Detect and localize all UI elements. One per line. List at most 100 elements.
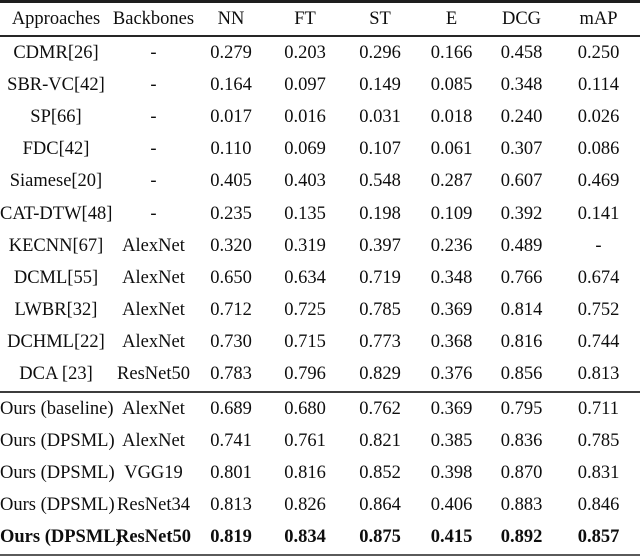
metric-nn-cell: 0.689 <box>210 398 252 419</box>
table-row: Ours (DPSML) VGG19 0.801 0.816 0.852 0.398 0.8… <box>0 457 640 489</box>
metric-ft-cell: 0.319 <box>284 235 326 256</box>
metric-ft-cell: 0.069 <box>284 139 326 160</box>
metric-st-cell: 0.149 <box>359 74 401 95</box>
column-header-map: mAP <box>579 8 618 29</box>
metric-st-cell: 0.296 <box>359 42 401 63</box>
metric-st-cell: 0.864 <box>359 495 401 516</box>
approach-cell: Ours (DPSML) <box>0 527 122 548</box>
metric-st-cell: 0.829 <box>359 364 401 385</box>
metric-nn-cell: 0.813 <box>210 495 252 516</box>
metric-dcg-cell: 0.489 <box>500 235 543 256</box>
metric-st-cell: 0.198 <box>359 203 401 224</box>
approach-cell: DCML[55] <box>13 267 99 288</box>
metric-dcg-cell: 0.856 <box>500 364 543 385</box>
metric-e-cell: 0.398 <box>430 463 473 484</box>
metric-e-cell: 0.369 <box>430 300 473 321</box>
metric-e-cell: 0.166 <box>430 42 473 63</box>
metric-dcg-cell: 0.307 <box>500 139 543 160</box>
metric-map-cell: 0.785 <box>577 430 620 451</box>
metric-map-cell: 0.026 <box>577 106 620 127</box>
table-row: CAT-DTW[48] - 0.235 0.135 0.198 0.109 0.392 0.1… <box>0 198 640 230</box>
metric-ft-cell: 0.834 <box>284 527 326 548</box>
metric-dcg-cell: 0.795 <box>500 398 543 419</box>
metric-e-cell: 0.369 <box>430 398 473 419</box>
approach-cell: Ours (DPSML) <box>0 430 115 451</box>
metric-nn-cell: 0.164 <box>210 74 252 95</box>
backbone-cell: ResNet50 <box>117 364 190 385</box>
metric-nn-cell: 0.320 <box>210 235 252 256</box>
metric-e-cell: 0.385 <box>430 430 473 451</box>
table-row: LWBR[32] AlexNet 0.712 0.725 0.785 0.369 0.814… <box>0 295 640 327</box>
backbone-cell: - <box>150 203 157 224</box>
published-methods-section: CDMR[26] - 0.279 0.203 0.296 0.166 0.458 0.250 S… <box>0 36 640 393</box>
metric-map-cell: 0.813 <box>577 364 620 385</box>
approach-cell: Ours (DPSML) <box>0 463 115 484</box>
metric-map-cell: 0.744 <box>577 332 620 353</box>
metric-ft-cell: 0.680 <box>284 398 326 419</box>
metric-nn-cell: 0.819 <box>210 527 252 548</box>
metric-ft-cell: 0.203 <box>284 42 326 63</box>
approach-cell: CAT-DTW[48] <box>0 203 113 224</box>
metric-dcg-cell: 0.816 <box>500 332 543 353</box>
metric-ft-cell: 0.097 <box>284 74 326 95</box>
metric-e-cell: 0.287 <box>430 171 473 192</box>
metric-map-cell: 0.086 <box>577 139 620 160</box>
metric-map-cell: 0.469 <box>577 171 620 192</box>
table-row: SP[66] - 0.017 0.016 0.031 0.018 0.240 0.026 <box>0 101 640 133</box>
backbone-cell: AlexNet <box>122 398 185 419</box>
column-header-ft: FT <box>294 8 316 29</box>
table-row: Siamese[20] - 0.405 0.403 0.548 0.287 0.607 0.4… <box>0 166 640 198</box>
metric-ft-cell: 0.135 <box>284 203 326 224</box>
metric-dcg-cell: 0.607 <box>500 171 543 192</box>
metric-e-cell: 0.109 <box>430 203 473 224</box>
backbone-cell: AlexNet <box>122 430 185 451</box>
metric-dcg-cell: 0.240 <box>500 106 543 127</box>
table-row: DCHML[22] AlexNet 0.730 0.715 0.773 0.368 0.81… <box>0 327 640 359</box>
backbone-cell: - <box>150 139 157 160</box>
metric-ft-cell: 0.403 <box>284 171 326 192</box>
metric-map-cell: - <box>595 235 602 256</box>
metric-e-cell: 0.376 <box>430 364 473 385</box>
metric-dcg-cell: 0.892 <box>500 527 543 548</box>
approach-cell: Ours (baseline) <box>0 398 114 419</box>
metric-e-cell: 0.236 <box>430 235 473 256</box>
column-header-approaches: Approaches <box>11 8 101 29</box>
column-header-st: ST <box>369 8 391 29</box>
approach-cell: FDC[42] <box>22 139 90 160</box>
metric-ft-cell: 0.826 <box>284 495 326 516</box>
backbone-cell: ResNet34 <box>117 495 190 516</box>
approach-cell: SP[66] <box>30 106 82 127</box>
metric-st-cell: 0.875 <box>359 527 401 548</box>
approach-cell: LWBR[32] <box>14 300 98 321</box>
metric-e-cell: 0.415 <box>430 527 473 548</box>
column-header-e: E <box>445 8 458 29</box>
table-row: Ours (DPSML) ResNet34 0.813 0.826 0.864 0.406… <box>0 490 640 522</box>
metric-map-cell: 0.250 <box>577 42 620 63</box>
approach-cell: DCA [23] <box>19 364 93 385</box>
metric-map-cell: 0.141 <box>577 203 620 224</box>
metric-nn-cell: 0.730 <box>210 332 252 353</box>
approach-cell: DCHML[22] <box>7 332 105 353</box>
backbone-cell: - <box>150 171 157 192</box>
metric-nn-cell: 0.405 <box>210 171 252 192</box>
metric-map-cell: 0.752 <box>577 300 620 321</box>
metric-e-cell: 0.406 <box>430 495 473 516</box>
column-header-dcg: DCG <box>501 8 542 29</box>
metric-ft-cell: 0.761 <box>284 430 326 451</box>
metric-e-cell: 0.368 <box>430 332 473 353</box>
table-row: SBR-VC[42] - 0.164 0.097 0.149 0.085 0.348 0.11… <box>0 69 640 101</box>
approach-cell: Ours (DPSML) <box>0 495 115 516</box>
metric-nn-cell: 0.110 <box>210 139 252 160</box>
table-row: Ours (baseline) AlexNet 0.689 0.680 0.762 0.3… <box>0 392 640 425</box>
metric-nn-cell: 0.279 <box>210 42 252 63</box>
metric-map-cell: 0.711 <box>578 398 619 419</box>
metric-ft-cell: 0.634 <box>284 267 326 288</box>
metric-nn-cell: 0.017 <box>210 106 252 127</box>
metric-dcg-cell: 0.836 <box>500 430 543 451</box>
metric-map-cell: 0.114 <box>578 74 619 95</box>
table-row: DCA [23] ResNet50 0.783 0.796 0.829 0.376 0.85… <box>0 359 640 392</box>
backbone-cell: AlexNet <box>122 300 185 321</box>
metric-map-cell: 0.831 <box>577 463 620 484</box>
backbone-cell: - <box>150 74 157 95</box>
